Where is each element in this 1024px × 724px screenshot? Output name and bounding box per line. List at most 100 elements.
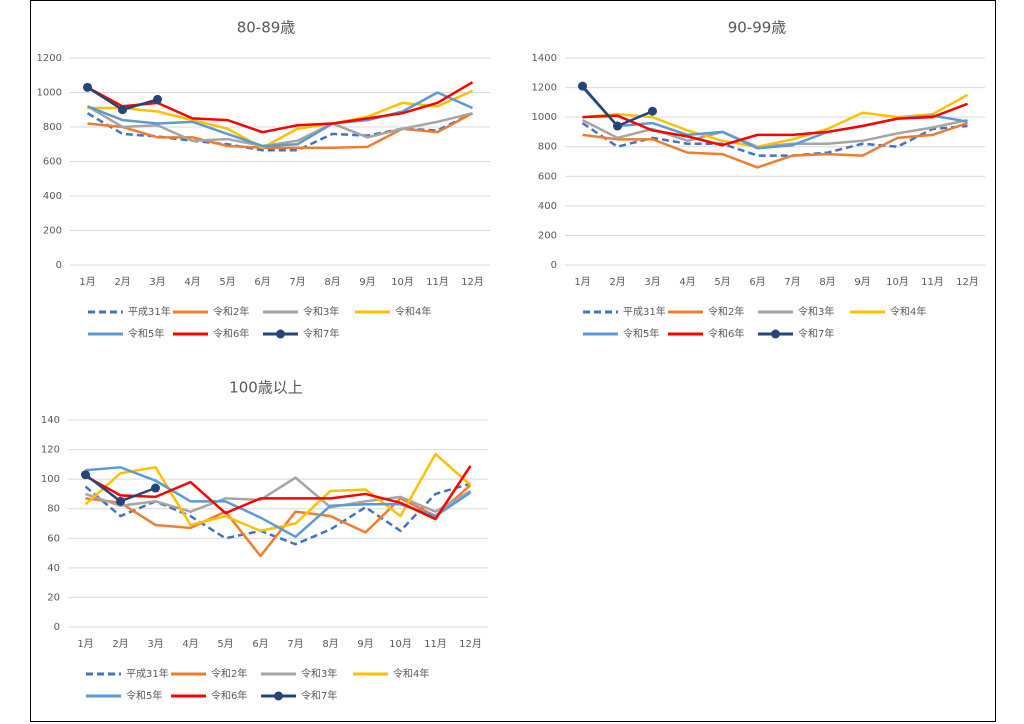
- x-tick-label: 9月: [359, 276, 375, 288]
- series-line: [85, 476, 472, 513]
- x-tick-label: 8月: [819, 276, 835, 288]
- legend-label: 令和5年: [128, 327, 164, 340]
- y-tick-label: 100: [41, 474, 60, 485]
- x-tick-label: 6月: [254, 276, 270, 288]
- legend-marker: [274, 691, 283, 701]
- x-tick-label: 4月: [182, 638, 198, 650]
- y-tick-label: 1400: [532, 53, 557, 64]
- x-tick-label: 5月: [714, 276, 730, 288]
- x-tick-label: 11月: [426, 276, 449, 288]
- y-tick-label: 20: [47, 592, 60, 603]
- y-tick-label: 0: [56, 260, 62, 271]
- x-tick-label: 3月: [147, 638, 163, 650]
- legend-label: 令和3年: [798, 305, 834, 318]
- point: [578, 81, 587, 91]
- x-tick-label: 12月: [459, 638, 482, 650]
- x-tick-label: 12月: [956, 276, 979, 288]
- legend-label: 令和5年: [126, 689, 162, 702]
- point: [83, 82, 92, 92]
- frame: [30, 0, 996, 722]
- x-tick-label: 12月: [461, 276, 484, 288]
- legend-label: 令和6年: [708, 327, 744, 340]
- chart-title: 80-89歳: [237, 19, 296, 37]
- point: [116, 496, 125, 506]
- y-tick-label: 1000: [532, 112, 557, 123]
- y-tick-label: 0: [54, 622, 60, 633]
- y-tick-label: 1200: [532, 83, 557, 94]
- series-line: [582, 93, 969, 148]
- x-tick-label: 11月: [921, 276, 944, 288]
- x-tick-label: 2月: [112, 638, 128, 650]
- y-tick-label: 60: [47, 533, 60, 544]
- y-tick-label: 0: [551, 260, 557, 271]
- y-tick-label: 80: [47, 504, 60, 515]
- point: [153, 94, 162, 104]
- point: [648, 106, 657, 116]
- y-tick-label: 800: [538, 142, 557, 153]
- legend-label: 令和3年: [301, 667, 337, 680]
- legend-label: 平成31年: [623, 305, 666, 318]
- x-tick-label: 11月: [424, 638, 447, 650]
- legend-marker: [276, 329, 285, 339]
- point: [118, 105, 127, 115]
- series-line: [86, 105, 473, 148]
- x-tick-label: 4月: [679, 276, 695, 288]
- legend-label: 令和2年: [211, 667, 247, 680]
- y-tick-label: 40: [47, 563, 60, 574]
- series-line: [84, 465, 472, 521]
- series-line: [582, 102, 968, 147]
- legend-label: 令和7年: [301, 689, 337, 702]
- x-tick-label: 8月: [324, 276, 340, 288]
- legend-label: 平成31年: [126, 667, 169, 680]
- x-tick-label: 10月: [886, 276, 909, 288]
- x-tick-label: 9月: [854, 276, 870, 288]
- legend-label: 令和4年: [395, 305, 431, 318]
- y-tick-label: 200: [43, 226, 62, 237]
- x-tick-label: 1月: [79, 276, 95, 288]
- y-tick-label: 600: [43, 157, 62, 168]
- y-tick-label: 400: [538, 201, 557, 212]
- y-tick-label: 140: [41, 415, 60, 426]
- x-tick-label: 5月: [217, 638, 233, 650]
- legend-label: 令和4年: [393, 667, 429, 680]
- y-tick-label: 200: [538, 230, 557, 241]
- x-tick-label: 1月: [574, 276, 590, 288]
- series-line: [87, 112, 474, 149]
- legend-label: 令和2年: [708, 305, 744, 318]
- chart-title: 90-99歳: [728, 19, 787, 37]
- legend-label: 令和2年: [213, 305, 249, 318]
- chart-title: 100歳以上: [229, 379, 303, 397]
- x-tick-label: 5月: [219, 276, 235, 288]
- series-line: [87, 89, 474, 149]
- series-line: [86, 81, 474, 134]
- x-tick-label: 4月: [184, 276, 200, 288]
- y-tick-label: 400: [43, 191, 62, 202]
- x-tick-label: 7月: [784, 276, 800, 288]
- x-tick-label: 9月: [357, 638, 373, 650]
- x-tick-label: 10月: [391, 276, 414, 288]
- x-tick-label: 2月: [609, 276, 625, 288]
- legend-label: 令和6年: [211, 689, 247, 702]
- x-tick-label: 8月: [322, 638, 338, 650]
- x-tick-label: 3月: [149, 276, 165, 288]
- x-tick-label: 7月: [289, 276, 305, 288]
- y-tick-label: 120: [41, 445, 60, 456]
- series-line: [87, 91, 474, 148]
- x-tick-label: 1月: [77, 638, 93, 650]
- y-tick-label: 600: [538, 171, 557, 182]
- point: [81, 470, 90, 480]
- series-line: [85, 484, 472, 558]
- legend-label: 令和3年: [303, 305, 339, 318]
- legend-label: 令和6年: [213, 327, 249, 340]
- legend-marker: [771, 329, 780, 339]
- legend-label: 令和4年: [890, 305, 926, 318]
- x-tick-label: 2月: [114, 276, 130, 288]
- x-tick-label: 7月: [287, 638, 303, 650]
- series-line: [581, 118, 968, 148]
- legend-label: 令和5年: [623, 327, 659, 340]
- x-tick-label: 3月: [644, 276, 660, 288]
- y-tick-label: 800: [43, 122, 62, 133]
- legend-label: 平成31年: [128, 305, 171, 318]
- y-tick-label: 1200: [37, 53, 62, 64]
